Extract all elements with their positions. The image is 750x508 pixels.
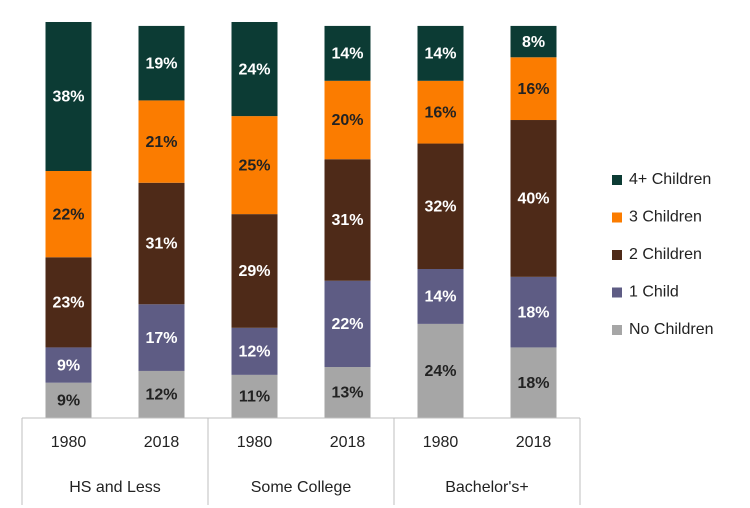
data-label: 13% <box>331 385 363 402</box>
x-tick-label: 1980 <box>51 434 87 451</box>
data-label: 23% <box>52 295 84 312</box>
data-label: 24% <box>424 363 456 380</box>
bar-segment <box>510 25 557 58</box>
bar-segment <box>324 280 371 368</box>
bar-segment <box>510 276 557 348</box>
data-label: 38% <box>52 89 84 106</box>
data-label: 18% <box>517 304 549 321</box>
data-label: 24% <box>238 61 270 78</box>
data-label: 25% <box>238 157 270 174</box>
data-label: 11% <box>239 389 270 406</box>
data-label: 18% <box>517 375 549 392</box>
bar-segment <box>138 304 185 371</box>
data-label: 9% <box>57 357 80 374</box>
legend-swatch <box>612 212 622 223</box>
bar-segment <box>510 347 557 418</box>
data-label: 9% <box>57 393 80 410</box>
legend-label: No Children <box>629 321 713 338</box>
data-label: 14% <box>424 46 456 63</box>
bar-segment <box>45 257 92 348</box>
bar-segment <box>231 327 278 375</box>
legend-swatch <box>612 287 622 298</box>
data-label: 20% <box>331 112 363 129</box>
bar-segment <box>417 80 464 144</box>
data-label: 12% <box>238 344 270 361</box>
bar-segment <box>417 269 464 324</box>
x-tick-label: 1980 <box>237 434 273 451</box>
bar-segment <box>45 347 92 383</box>
bar-segment <box>417 143 464 270</box>
legend-label: 2 Children <box>629 246 702 263</box>
bar-segment <box>138 182 185 305</box>
bar-segment <box>417 323 464 418</box>
bar-segment <box>417 25 464 81</box>
data-label: 14% <box>424 289 456 306</box>
x-tick-label: 2018 <box>516 434 552 451</box>
bar-segment <box>324 25 371 81</box>
bar-segment <box>45 382 92 418</box>
group-label: Bachelor's+ <box>445 479 529 496</box>
bar-segment <box>231 374 278 418</box>
legend-label: 1 Child <box>629 284 679 301</box>
bar-segment <box>510 57 557 121</box>
bar-segment <box>45 170 92 258</box>
data-label: 40% <box>517 191 549 208</box>
bar-segment <box>45 22 92 171</box>
data-label: 19% <box>145 55 177 72</box>
data-label: 16% <box>517 81 549 98</box>
data-label: 31% <box>145 236 177 253</box>
bar-segment <box>510 120 557 277</box>
data-label: 8% <box>522 34 545 51</box>
bar-segment <box>231 116 278 215</box>
legend-swatch <box>612 175 622 185</box>
bar-segment <box>324 80 371 160</box>
x-tick-label: 2018 <box>144 434 180 451</box>
data-label: 32% <box>424 198 456 215</box>
data-label: 29% <box>238 263 270 280</box>
data-label: 21% <box>145 134 177 151</box>
bar-segment <box>231 214 278 328</box>
bar-segment <box>324 159 371 281</box>
bar-segment <box>231 22 278 117</box>
data-label: 22% <box>331 316 363 333</box>
legend-swatch <box>612 325 622 335</box>
data-label: 31% <box>331 212 363 229</box>
legend-swatch <box>612 250 622 260</box>
x-tick-label: 2018 <box>330 434 366 451</box>
group-label: Some College <box>251 479 352 496</box>
data-label: 22% <box>52 206 84 223</box>
data-label: 14% <box>331 46 363 63</box>
data-label: 12% <box>145 387 177 404</box>
legend-label: 3 Children <box>629 209 702 226</box>
data-label: 16% <box>424 104 456 121</box>
bar-segment <box>324 367 371 418</box>
x-tick-label: 1980 <box>423 434 459 451</box>
group-label: HS and Less <box>69 479 161 496</box>
bar-segment <box>138 25 185 101</box>
legend-label: 4+ Children <box>629 171 711 188</box>
bar-segment <box>138 370 185 418</box>
data-label: 17% <box>145 330 177 347</box>
bar-segment <box>138 100 185 183</box>
